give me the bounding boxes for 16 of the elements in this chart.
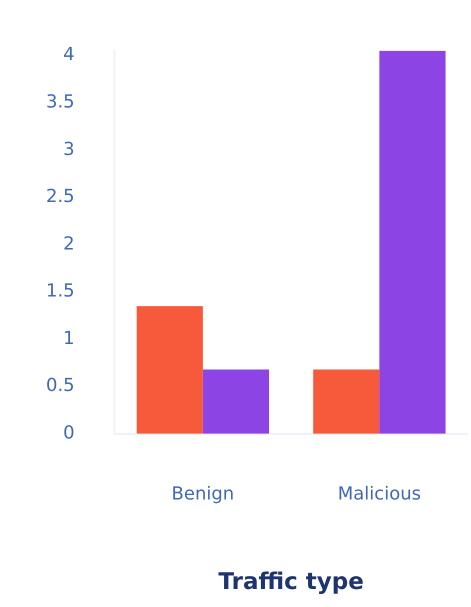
y-tick-label: 4 bbox=[63, 44, 75, 66]
bar bbox=[313, 369, 380, 434]
x-tick-label: Malicious bbox=[338, 483, 422, 504]
y-tick-label: 3.5 bbox=[46, 91, 75, 112]
y-tick-label: 2 bbox=[63, 233, 75, 254]
y-tick-label: 3 bbox=[63, 138, 75, 160]
y-tick-label: 2.5 bbox=[46, 186, 75, 208]
bar bbox=[202, 369, 270, 434]
bar bbox=[136, 306, 203, 434]
x-tick-label: Benign bbox=[172, 483, 234, 504]
bar bbox=[379, 50, 446, 434]
x-axis-title: Traffic type bbox=[218, 569, 364, 596]
y-tick-label: 0 bbox=[63, 422, 75, 444]
y-tick-label: 1 bbox=[63, 328, 75, 349]
y-tick-label: 1.5 bbox=[46, 280, 75, 302]
y-tick-label: 0.5 bbox=[46, 375, 75, 396]
